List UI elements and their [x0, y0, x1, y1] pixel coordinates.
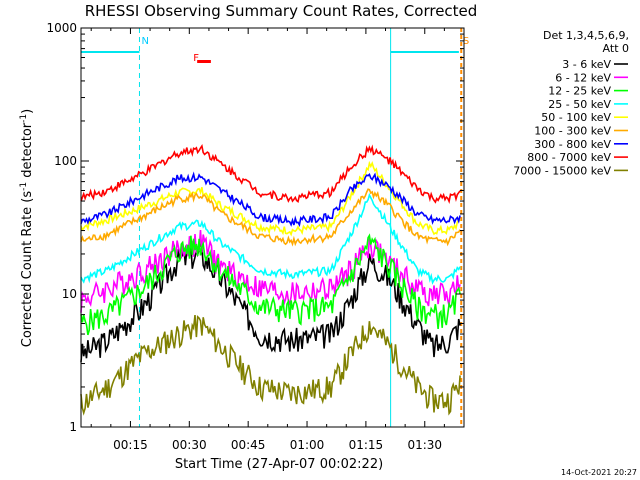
series-line-8	[80, 315, 461, 416]
data-series	[80, 144, 461, 416]
y-tick-label-0: 1	[69, 420, 77, 434]
chart-title: RHESSI Observing Summary Count Rates, Co…	[85, 2, 478, 20]
legend-header-detectors: Det 1,3,4,5,6,9,	[543, 29, 629, 42]
x-axis: 00:15 00:30 00:45 01:00 01:15 01:30	[90, 28, 445, 452]
annotations: N F S	[141, 36, 469, 64]
x-tick-label-2: 00:45	[231, 438, 266, 452]
plot-frame	[80, 27, 465, 428]
legend-label-5: 100 - 300 keV	[534, 125, 611, 138]
x-tick-label-4: 01:15	[349, 438, 384, 452]
y-tick-label-1: 10	[62, 287, 77, 301]
y-tick-label-2: 100	[54, 154, 77, 168]
series-line-2	[80, 233, 461, 336]
y-axis-label-end: )	[20, 109, 35, 114]
y-tick-label-3: 1000	[46, 21, 77, 35]
legend-label-2: 12 - 25 keV	[548, 85, 611, 98]
legend-label-3: 25 - 50 keV	[548, 98, 611, 111]
legend-label-8: 7000 - 15000 keV	[513, 164, 611, 177]
legend-label-4: 50 - 100 keV	[541, 111, 611, 124]
annotation-f: F	[193, 53, 199, 64]
y-axis: 1 10 100 1000	[46, 21, 464, 434]
x-tick-label-3: 01:00	[290, 438, 325, 452]
x-axis-label: Start Time (27-Apr-07 00:02:22)	[175, 457, 383, 472]
legend-label-7: 800 - 7000 keV	[527, 151, 611, 164]
y-axis-label-main: Corrected Count Rate (s	[20, 191, 35, 348]
x-tick-label-0: 00:15	[113, 438, 148, 452]
annotation-n: N	[141, 36, 148, 47]
y-axis-label-superscript-2: -1	[19, 114, 29, 123]
legend-label-1: 6 - 12 keV	[555, 71, 611, 84]
x-tick-label-1: 00:30	[172, 438, 207, 452]
annotation-s: S	[463, 36, 469, 47]
legend-label-6: 300 - 800 keV	[534, 138, 611, 151]
series-line-0	[80, 243, 461, 363]
legend-header-attenuator: Att 0	[603, 42, 629, 55]
x-tick-label-5: 01:30	[407, 438, 442, 452]
y-axis-label: Corrected Count Rate (s-1 detector-1)	[19, 109, 35, 347]
y-axis-label-middle: detector	[20, 122, 35, 182]
series-line-7	[80, 144, 461, 205]
legend-label-0: 3 - 6 keV	[562, 58, 611, 71]
y-axis-label-superscript-1: -1	[19, 182, 29, 191]
series-line-3	[80, 192, 461, 285]
series-line-1	[80, 229, 461, 313]
series-line-5	[80, 188, 461, 247]
series-line-6	[80, 171, 461, 228]
render-timestamp: 14-Oct-2021 20:27	[561, 468, 637, 477]
